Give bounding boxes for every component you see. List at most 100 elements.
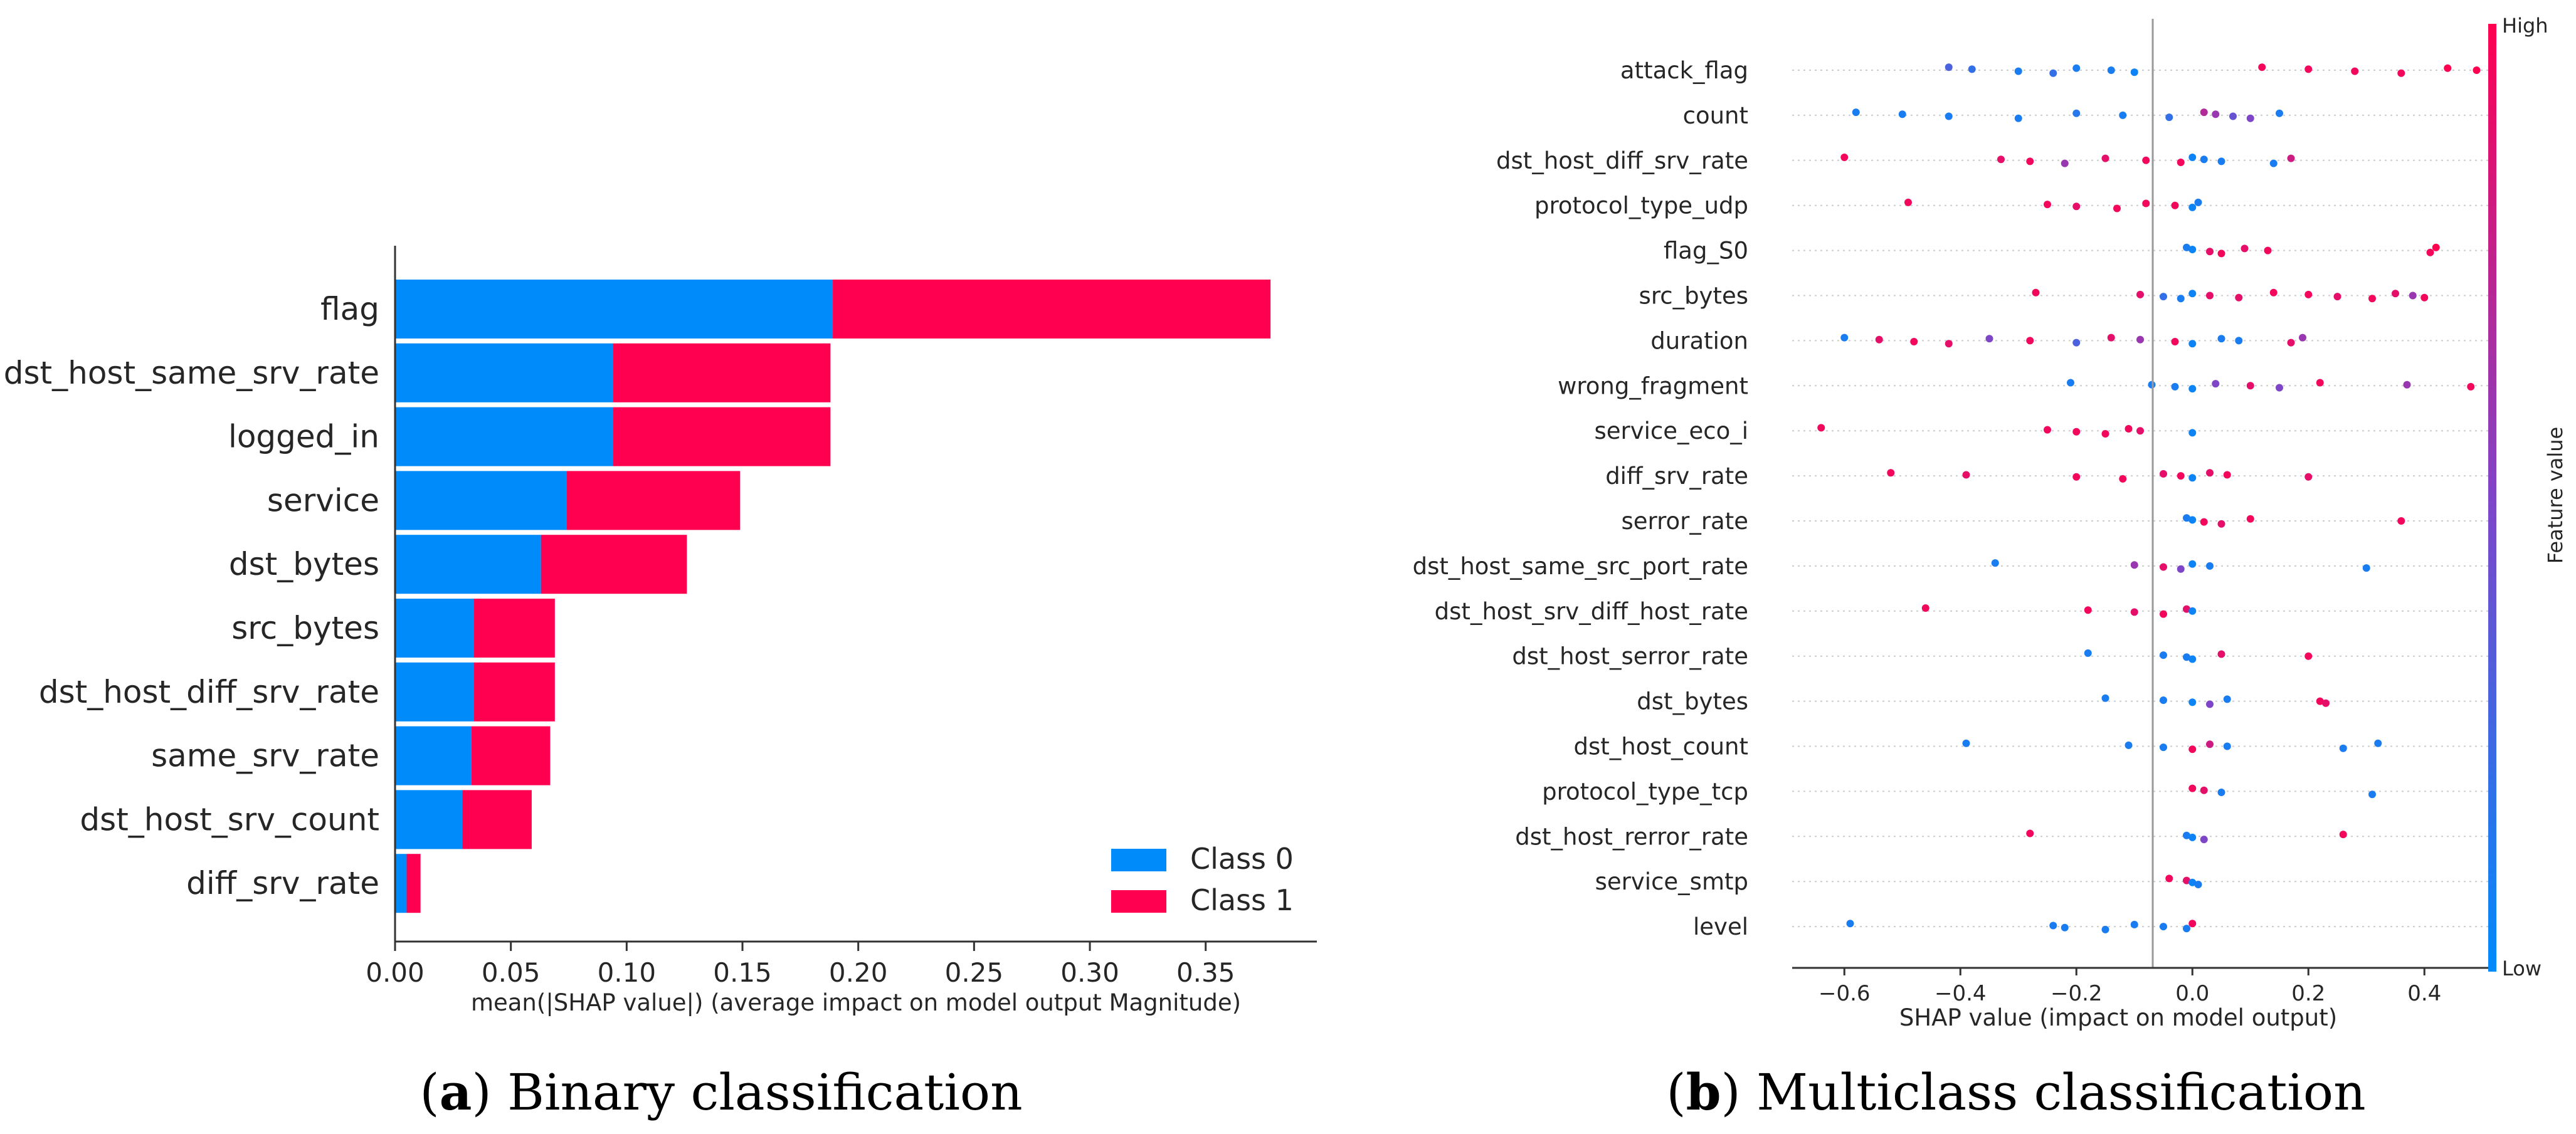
feature-label-count: count [1683, 102, 1748, 129]
bar-dst-host-srv-count-class1 [462, 790, 532, 849]
row-src-bytes: src_bytes [1639, 283, 2488, 310]
shap-point [2362, 564, 2370, 572]
bar-diff-srv-rate-class1 [406, 854, 421, 913]
shap-point [2397, 69, 2405, 77]
shap-point [2206, 291, 2214, 300]
x-tick-label: 0.20 [829, 957, 888, 988]
row-dst-host-rerror-rate: dst_host_rerror_rate [1515, 823, 2488, 850]
row-diff-srv-rate: diff_srv_rate [1605, 463, 2488, 490]
shap-point [1968, 65, 1976, 73]
bar-flag-class1 [833, 280, 1271, 339]
feature-label-dst-host-count: dst_host_count [1573, 733, 1748, 760]
row-dst-host-same-src-port-rate: dst_host_same_src_port_rate [1413, 553, 2488, 580]
shap-point [2188, 290, 2197, 298]
shap-point [2217, 650, 2225, 658]
shap-point [2322, 699, 2330, 707]
panel-a-x-axis-label: mean(|SHAP value|) (average impact on mo… [471, 989, 1241, 1016]
shap-point [2177, 472, 2185, 480]
shap-point [2130, 920, 2138, 928]
bar-dst-bytes-class0 [395, 535, 541, 594]
x-tick-label: −0.2 [2051, 981, 2103, 1006]
feature-label-dst-host-same-src-port-rate: dst_host_same_src_port_rate [1413, 553, 1748, 580]
shap-point [2188, 698, 2197, 706]
feature-label-dst-bytes: dst_bytes [1637, 688, 1748, 715]
shap-point [2392, 290, 2399, 298]
y-label-dst-host-same-srv-rate: dst_host_same_srv_rate [4, 355, 379, 391]
shap-point [1997, 155, 2005, 164]
row-level: level [1693, 913, 2488, 940]
caption-a-letter: a [440, 1063, 472, 1121]
shap-point [2217, 520, 2225, 528]
shap-point [1840, 333, 1849, 342]
shap-point [2160, 651, 2167, 659]
shap-point [2084, 606, 2092, 614]
shap-point [2101, 154, 2109, 162]
shap-point [2316, 379, 2324, 387]
shap-point [2217, 335, 2225, 343]
shap-point [2061, 923, 2069, 932]
bar-dst-host-srv-count-class0 [395, 790, 463, 849]
shap-point [1921, 604, 1929, 612]
shap-point [2304, 652, 2313, 660]
shap-point [2084, 649, 2092, 657]
shap-point [2269, 288, 2278, 297]
bar-logged-in-class0 [395, 407, 613, 466]
shap-point [2368, 790, 2376, 799]
shap-point [2171, 382, 2179, 391]
x-tick-label: 0.05 [482, 957, 541, 988]
shap-point [2183, 831, 2190, 839]
shap-point [2403, 381, 2411, 389]
shap-point [2113, 204, 2121, 213]
feature-label-flag-s0: flag_S0 [1664, 238, 1748, 265]
shap-point [2165, 113, 2173, 122]
colorbar-title: Feature value [2543, 427, 2567, 564]
shap-point [2212, 110, 2220, 118]
x-tick-label: 0.0 [2175, 981, 2209, 1006]
shap-point [2246, 114, 2254, 122]
shap-point [2188, 340, 2197, 348]
shap-point [2426, 248, 2434, 256]
shap-point [2368, 295, 2376, 303]
feature-label-protocol-type-tcp: protocol_type_tcp [1542, 778, 1748, 805]
shap-point [2188, 833, 2197, 841]
shap-point [2072, 339, 2081, 347]
legend-class1-label: Class 1 [1190, 883, 1294, 917]
shap-point [2374, 739, 2382, 747]
shap-point [2177, 159, 2185, 166]
shap-point [2339, 831, 2347, 839]
shap-point [1945, 63, 1953, 71]
feature-label-service-eco-i: service_eco_i [1594, 417, 1748, 444]
x-tick-label: 0.00 [366, 957, 425, 988]
shap-point [2160, 923, 2167, 931]
x-tick-label: 0.2 [2291, 981, 2325, 1006]
shap-point [2067, 379, 2074, 387]
shap-point [2072, 64, 2081, 72]
shap-point [1875, 335, 1883, 344]
row-dst-host-count: dst_host_count [1573, 733, 2488, 760]
shap-point [2339, 744, 2347, 752]
x-tick-label: −0.4 [1935, 981, 1987, 1006]
shap-point [1962, 739, 1970, 747]
shap-point [2014, 114, 2022, 122]
shap-point [2032, 288, 2040, 297]
x-tick-label: 0.35 [1176, 957, 1235, 988]
shap-point [2177, 295, 2185, 303]
shap-point [1991, 559, 1999, 567]
shap-point [2026, 337, 2034, 345]
bar-src-bytes-class1 [473, 599, 555, 658]
shap-point [2246, 515, 2254, 523]
shap-point [2287, 339, 2295, 347]
x-tick-label: 0.10 [598, 957, 657, 988]
feature-label-attack-flag: attack_flag [1620, 57, 1748, 84]
shap-point [2049, 921, 2057, 930]
shap-point [2130, 608, 2138, 616]
shap-point [2188, 745, 2197, 753]
shap-point [2194, 198, 2202, 206]
panel-b-colorbar: High Low Feature value [2488, 14, 2567, 980]
shap-point [2026, 829, 2034, 837]
bar-same-srv-rate-class0 [395, 726, 472, 785]
shap-point [2044, 201, 2051, 209]
shap-point [2188, 607, 2197, 615]
shap-point [2188, 516, 2197, 524]
